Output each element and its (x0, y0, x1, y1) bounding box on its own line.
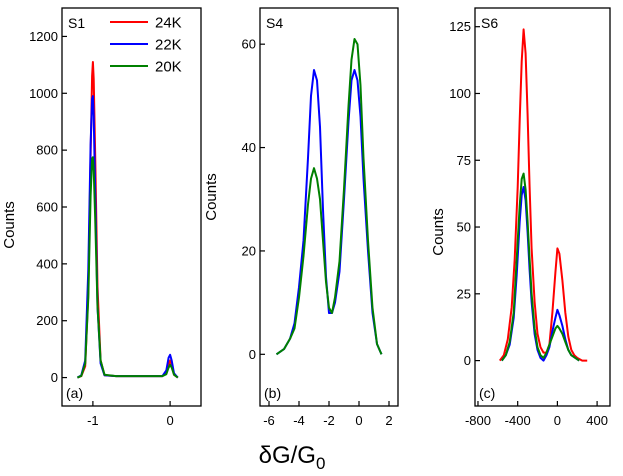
y-tick-label: 400 (36, 256, 58, 271)
legend-label: 20K (155, 59, 182, 76)
x-axis-label-main: δG/G (259, 442, 316, 469)
y-tick-label: 125 (449, 19, 471, 34)
y-tick-label: 1200 (29, 29, 58, 44)
x-tick-label: -6 (263, 413, 275, 428)
panel-letter: (a) (66, 385, 83, 401)
series-line-1 (275, 69, 383, 356)
panel-sample-id: S6 (481, 15, 498, 31)
legend: 24K 22K 20K (110, 15, 182, 76)
x-axis-label-subscript: 0 (316, 454, 325, 473)
y-tick-label: 60 (242, 37, 256, 52)
panel-sample-id: S4 (266, 15, 283, 31)
y-tick-label: 600 (36, 200, 58, 215)
panel-s6: 0 25 50 75 100 125 -800 -400 0 400 Counts S6 (c) (430, 7, 611, 428)
x-tick-label: 2 (385, 413, 392, 428)
y-tick-label: 25 (457, 286, 471, 301)
x-tick-label: -2 (323, 413, 335, 428)
y-tick-label: 200 (36, 313, 58, 328)
panel-letter: (c) (479, 385, 495, 401)
y-tick-label: 0 (51, 370, 58, 385)
y-axis-label: Counts (1, 201, 18, 249)
y-tick-label: 75 (457, 153, 471, 168)
legend-label: 22K (155, 37, 182, 54)
x-tick-label: -400 (505, 413, 531, 428)
series-line-20k (77, 156, 179, 379)
y-tick-label: 0 (464, 353, 471, 368)
series-line-1 (498, 28, 588, 362)
panel-sample-id: S1 (68, 15, 85, 31)
y-tick-label: 800 (36, 143, 58, 158)
x-tick-label: 0 (355, 413, 362, 428)
y-tick-label: 0 (249, 347, 256, 362)
x-tick-label: 0 (166, 413, 173, 428)
x-tick-label: 400 (586, 413, 608, 428)
panel-s1: 0 200 400 600 800 1000 1200 -1 0 Counts S1 (a) (1, 7, 202, 428)
y-axis-label: Counts (203, 173, 220, 221)
series-line-3 (500, 172, 580, 362)
panel-letter: (b) (264, 385, 281, 401)
series-line-2 (275, 38, 383, 356)
y-tick-label: 40 (242, 140, 256, 155)
x-tick-label: -1 (87, 413, 99, 428)
y-tick-label: 20 (242, 243, 256, 258)
x-tick-label: -4 (293, 413, 305, 428)
y-tick-label: 50 (457, 220, 471, 235)
y-axis-label: Counts (430, 208, 447, 256)
series-line-22k (76, 95, 179, 379)
x-tick-label: 0 (554, 413, 561, 428)
shared-x-axis-label: δG/G0 (259, 442, 326, 473)
legend-label: 24K (155, 15, 182, 32)
panel-s4: 0 20 40 60 -6 -4 -2 0 2 Counts S4 (b) (203, 7, 399, 428)
x-tick-label: -800 (465, 413, 491, 428)
y-tick-label: 100 (449, 86, 471, 101)
plot-frame (474, 7, 611, 407)
y-tick-label: 1000 (29, 86, 58, 101)
